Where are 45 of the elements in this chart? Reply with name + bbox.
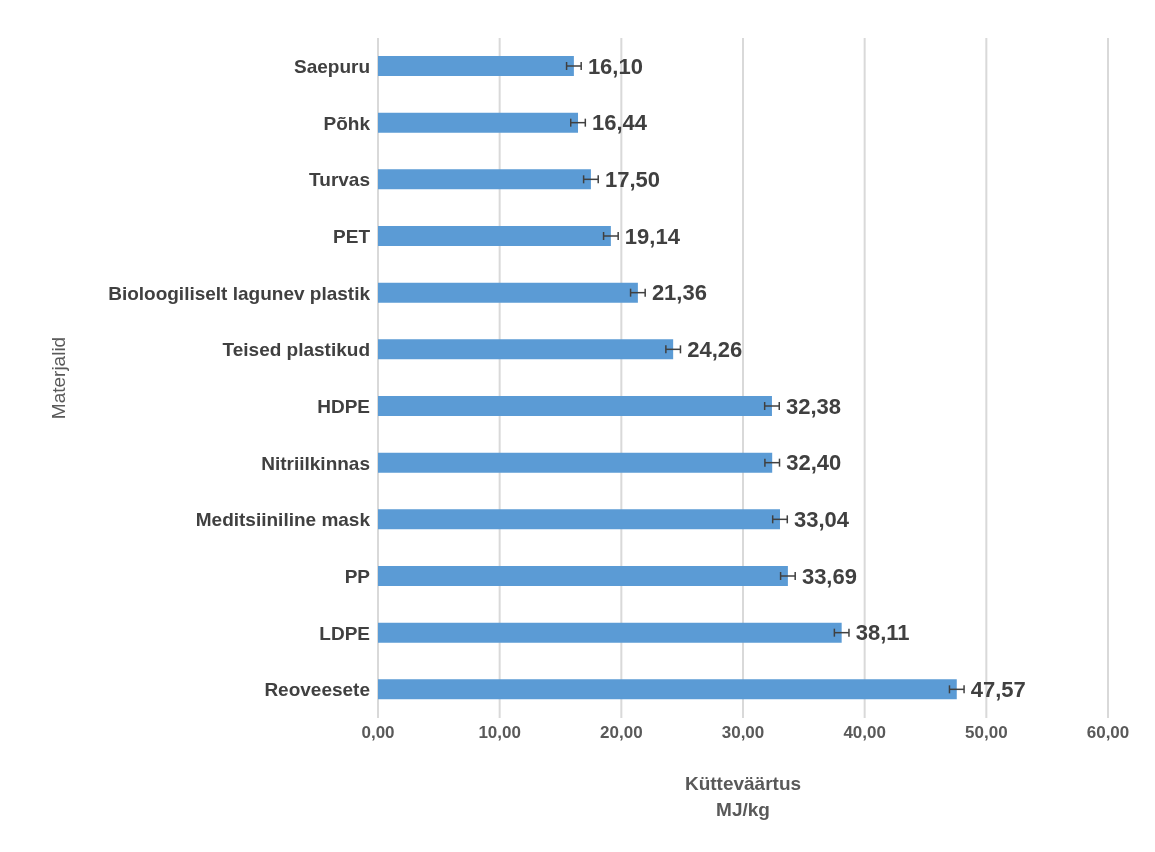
bar — [378, 566, 788, 586]
data-label: 16,10 — [587, 53, 643, 79]
bar — [378, 509, 780, 530]
y-tick-label: Teised plastikud — [222, 339, 370, 361]
x-tick-label: 40,00 — [843, 723, 886, 743]
bar — [378, 452, 773, 473]
data-label: 19,14 — [624, 223, 681, 249]
y-tick-label: HDPE — [317, 396, 370, 418]
bar — [378, 679, 957, 700]
bar — [378, 339, 674, 360]
x-tick-label: 0,00 — [361, 723, 395, 743]
y-tick-label: Põhk — [323, 112, 371, 134]
y-axis-title: Materjalid — [47, 336, 69, 420]
data-label: 21,36 — [651, 280, 707, 306]
x-tick-label: 20,00 — [600, 723, 643, 743]
bar — [378, 169, 591, 190]
bar — [378, 226, 611, 246]
data-label: 33,69 — [801, 563, 857, 589]
data-label: 16,44 — [592, 110, 648, 136]
bar — [378, 282, 638, 303]
x-tick-label: 60,00 — [1086, 723, 1130, 743]
data-label: 32,40 — [786, 450, 842, 476]
data-label: 32,38 — [785, 393, 842, 419]
bar — [378, 622, 842, 643]
y-tick-label: Meditsiiniline mask — [195, 509, 371, 531]
y-tick-label: PET — [333, 226, 371, 248]
y-tick-label: Saepuru — [293, 56, 370, 78]
data-label: 17,50 — [604, 167, 660, 193]
data-label: 38,11 — [855, 620, 910, 646]
x-axis-title: Kütteväärtus MJ/kg — [684, 773, 802, 820]
data-label: 24,26 — [687, 337, 743, 363]
y-tick-label: Turvas — [309, 169, 370, 191]
x-tick-label: 50,00 — [965, 723, 1008, 743]
y-tick-label: Bioloogiliselt lagunev plastik — [108, 282, 371, 304]
y-tick-label: Reoveesete — [264, 679, 370, 701]
x-tick-label: 30,00 — [721, 723, 765, 743]
y-tick-label: Nitriilkinnas — [261, 452, 370, 474]
bar — [378, 56, 574, 76]
data-label: 47,57 — [970, 677, 1026, 703]
y-tick-label: PP — [344, 566, 371, 588]
y-tick-label: LDPE — [319, 622, 370, 644]
x-tick-label: 10,00 — [478, 723, 521, 743]
bar — [378, 112, 579, 133]
data-label: 33,04 — [793, 507, 850, 533]
bar — [378, 396, 772, 416]
